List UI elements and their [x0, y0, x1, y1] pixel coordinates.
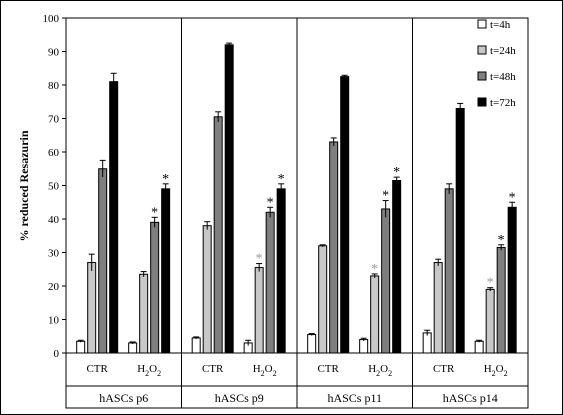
group-label-part: O [380, 363, 388, 375]
group-label: H2O2 [484, 363, 508, 378]
significance-star: * [267, 195, 274, 210]
legend-swatch [477, 45, 487, 55]
bar [496, 246, 506, 354]
significance-star: * [256, 252, 263, 267]
bar [139, 273, 149, 354]
bar [307, 334, 317, 354]
y-tick-label: 50 [48, 181, 60, 193]
group-label: CTR [317, 363, 339, 375]
bar [444, 188, 454, 354]
panel-frame [412, 17, 529, 409]
group-label: CTR [202, 363, 224, 375]
group-label-part: H [253, 363, 261, 375]
significance-star: * [162, 172, 169, 187]
y-axis-title: % reduced Resazurin [17, 130, 31, 241]
bar [392, 179, 402, 354]
group-label-part: 2 [388, 369, 392, 378]
y-tick-label: 70 [48, 114, 60, 126]
legend-swatch [477, 19, 487, 29]
group-label: H2O2 [368, 363, 392, 378]
significance-star: * [487, 276, 494, 291]
group-label-part: H [137, 363, 145, 375]
significance-star: * [393, 165, 400, 180]
group-label-part: O [149, 363, 157, 375]
group-label-part: H [368, 363, 376, 375]
significance-star: * [371, 262, 378, 277]
group-label-part: 2 [504, 369, 508, 378]
bar [485, 288, 495, 354]
panel-label: hASCs p11 [327, 391, 382, 405]
group-label-part: 2 [261, 369, 265, 378]
group-label-part: H [484, 363, 492, 375]
bar [455, 107, 465, 354]
y-tick-label: 0 [54, 348, 60, 360]
group-label: H2O2 [253, 363, 277, 378]
bar [161, 188, 171, 354]
bar [202, 225, 212, 354]
bar [98, 168, 108, 354]
legend-label: t=4h [490, 19, 511, 31]
bar [213, 116, 223, 354]
group-label-part: O [496, 363, 504, 375]
bar [191, 337, 201, 354]
bar [381, 208, 391, 354]
group-label-part: 2 [145, 369, 149, 378]
group-label: CTR [433, 363, 455, 375]
group-label: CTR [86, 363, 108, 375]
bar [340, 76, 350, 354]
bar [359, 339, 369, 354]
legend: t=4h t=24h t=48h t=72h [477, 19, 516, 109]
legend-label: t=24h [490, 45, 516, 57]
group-label-part: 2 [157, 369, 161, 378]
y-tick-label: 90 [48, 47, 60, 59]
y-tick-label: 10 [48, 315, 60, 327]
legend-swatch [477, 97, 487, 107]
panel-label: hASCs p14 [443, 391, 498, 405]
significance-star: * [509, 190, 516, 205]
bar [265, 211, 275, 354]
y-tick-label: 40 [48, 214, 60, 226]
bar [474, 340, 484, 354]
group-label-part: O [265, 363, 273, 375]
significance-star: * [278, 172, 285, 187]
panel-label: hASCs p9 [215, 391, 264, 405]
group-label-part: 2 [273, 369, 277, 378]
significance-star: * [151, 205, 158, 220]
group-label-part: 2 [376, 369, 380, 378]
significance-star: * [382, 189, 389, 204]
y-tick-label: 30 [48, 248, 60, 260]
group-label-part: 2 [492, 369, 496, 378]
bar [150, 221, 160, 354]
legend-label: t=72h [490, 97, 516, 109]
bar [276, 188, 286, 354]
bar [329, 141, 339, 354]
bar [87, 262, 97, 354]
legend-label: t=48h [490, 71, 516, 83]
bar [76, 340, 86, 354]
y-tick-label: 80 [48, 80, 60, 92]
group-label: H2O2 [137, 363, 161, 378]
bar [422, 332, 432, 354]
legend-swatch [477, 71, 487, 81]
bar [128, 342, 138, 354]
bar [109, 81, 119, 354]
panel-label: hASCs p6 [99, 391, 148, 405]
bar [507, 206, 517, 354]
y-tick-label: 100 [43, 13, 60, 25]
bar [318, 245, 328, 354]
y-tick-label: 60 [48, 147, 60, 159]
significance-star: * [498, 233, 505, 248]
y-tick-label: 20 [48, 281, 60, 293]
bar [254, 267, 264, 354]
bar [433, 262, 443, 354]
bar [370, 275, 380, 354]
bar [224, 44, 234, 354]
